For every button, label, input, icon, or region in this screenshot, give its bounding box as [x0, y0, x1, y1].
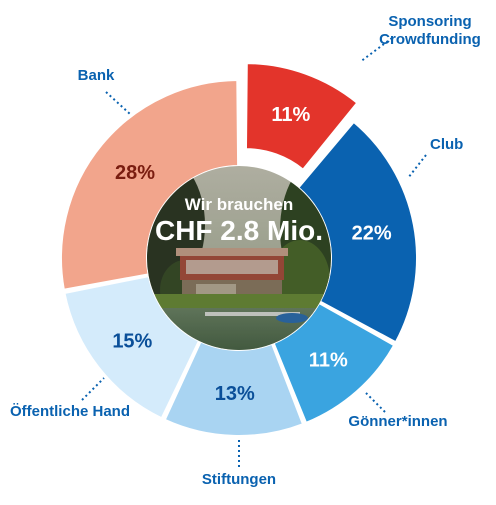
slice-4-leader-line	[81, 377, 105, 401]
slice-1-label-line-0: Club	[430, 136, 463, 153]
slice-1-leader-line	[407, 154, 427, 179]
slice-1-percent: 22%	[352, 223, 392, 245]
slice-0-label-line-0: Sponsoring	[388, 13, 471, 30]
slice-3-label-line-0: Stiftungen	[202, 471, 276, 488]
slice-0-leader-line	[359, 37, 393, 63]
slice-2-leader-line	[365, 392, 386, 413]
slice-4-label-line-0: Öffentliche Hand	[10, 403, 130, 420]
donut-slices: 11% 22% 11% 13% 15% 28%	[60, 62, 418, 437]
slice-0-percent: 11%	[271, 104, 310, 126]
center-title-line2: CHF 2.8 Mio.	[155, 215, 323, 246]
boathouse-photo	[147, 166, 331, 350]
slice-5-leader-line	[105, 91, 131, 115]
slice-5-label-line-0: Bank	[78, 67, 115, 84]
center-title-line1: Wir brauchen	[185, 195, 293, 214]
slice-2-percent: 11%	[309, 349, 348, 371]
slice-0-label-line-1: Crowdfunding	[379, 31, 481, 48]
slice-3-percent: 13%	[215, 383, 255, 405]
slice-5-percent: 28%	[115, 162, 155, 184]
slice-0	[244, 62, 359, 172]
slice-4-percent: 15%	[112, 331, 152, 353]
slice-2-label-line-0: Gönner*innen	[348, 413, 447, 430]
